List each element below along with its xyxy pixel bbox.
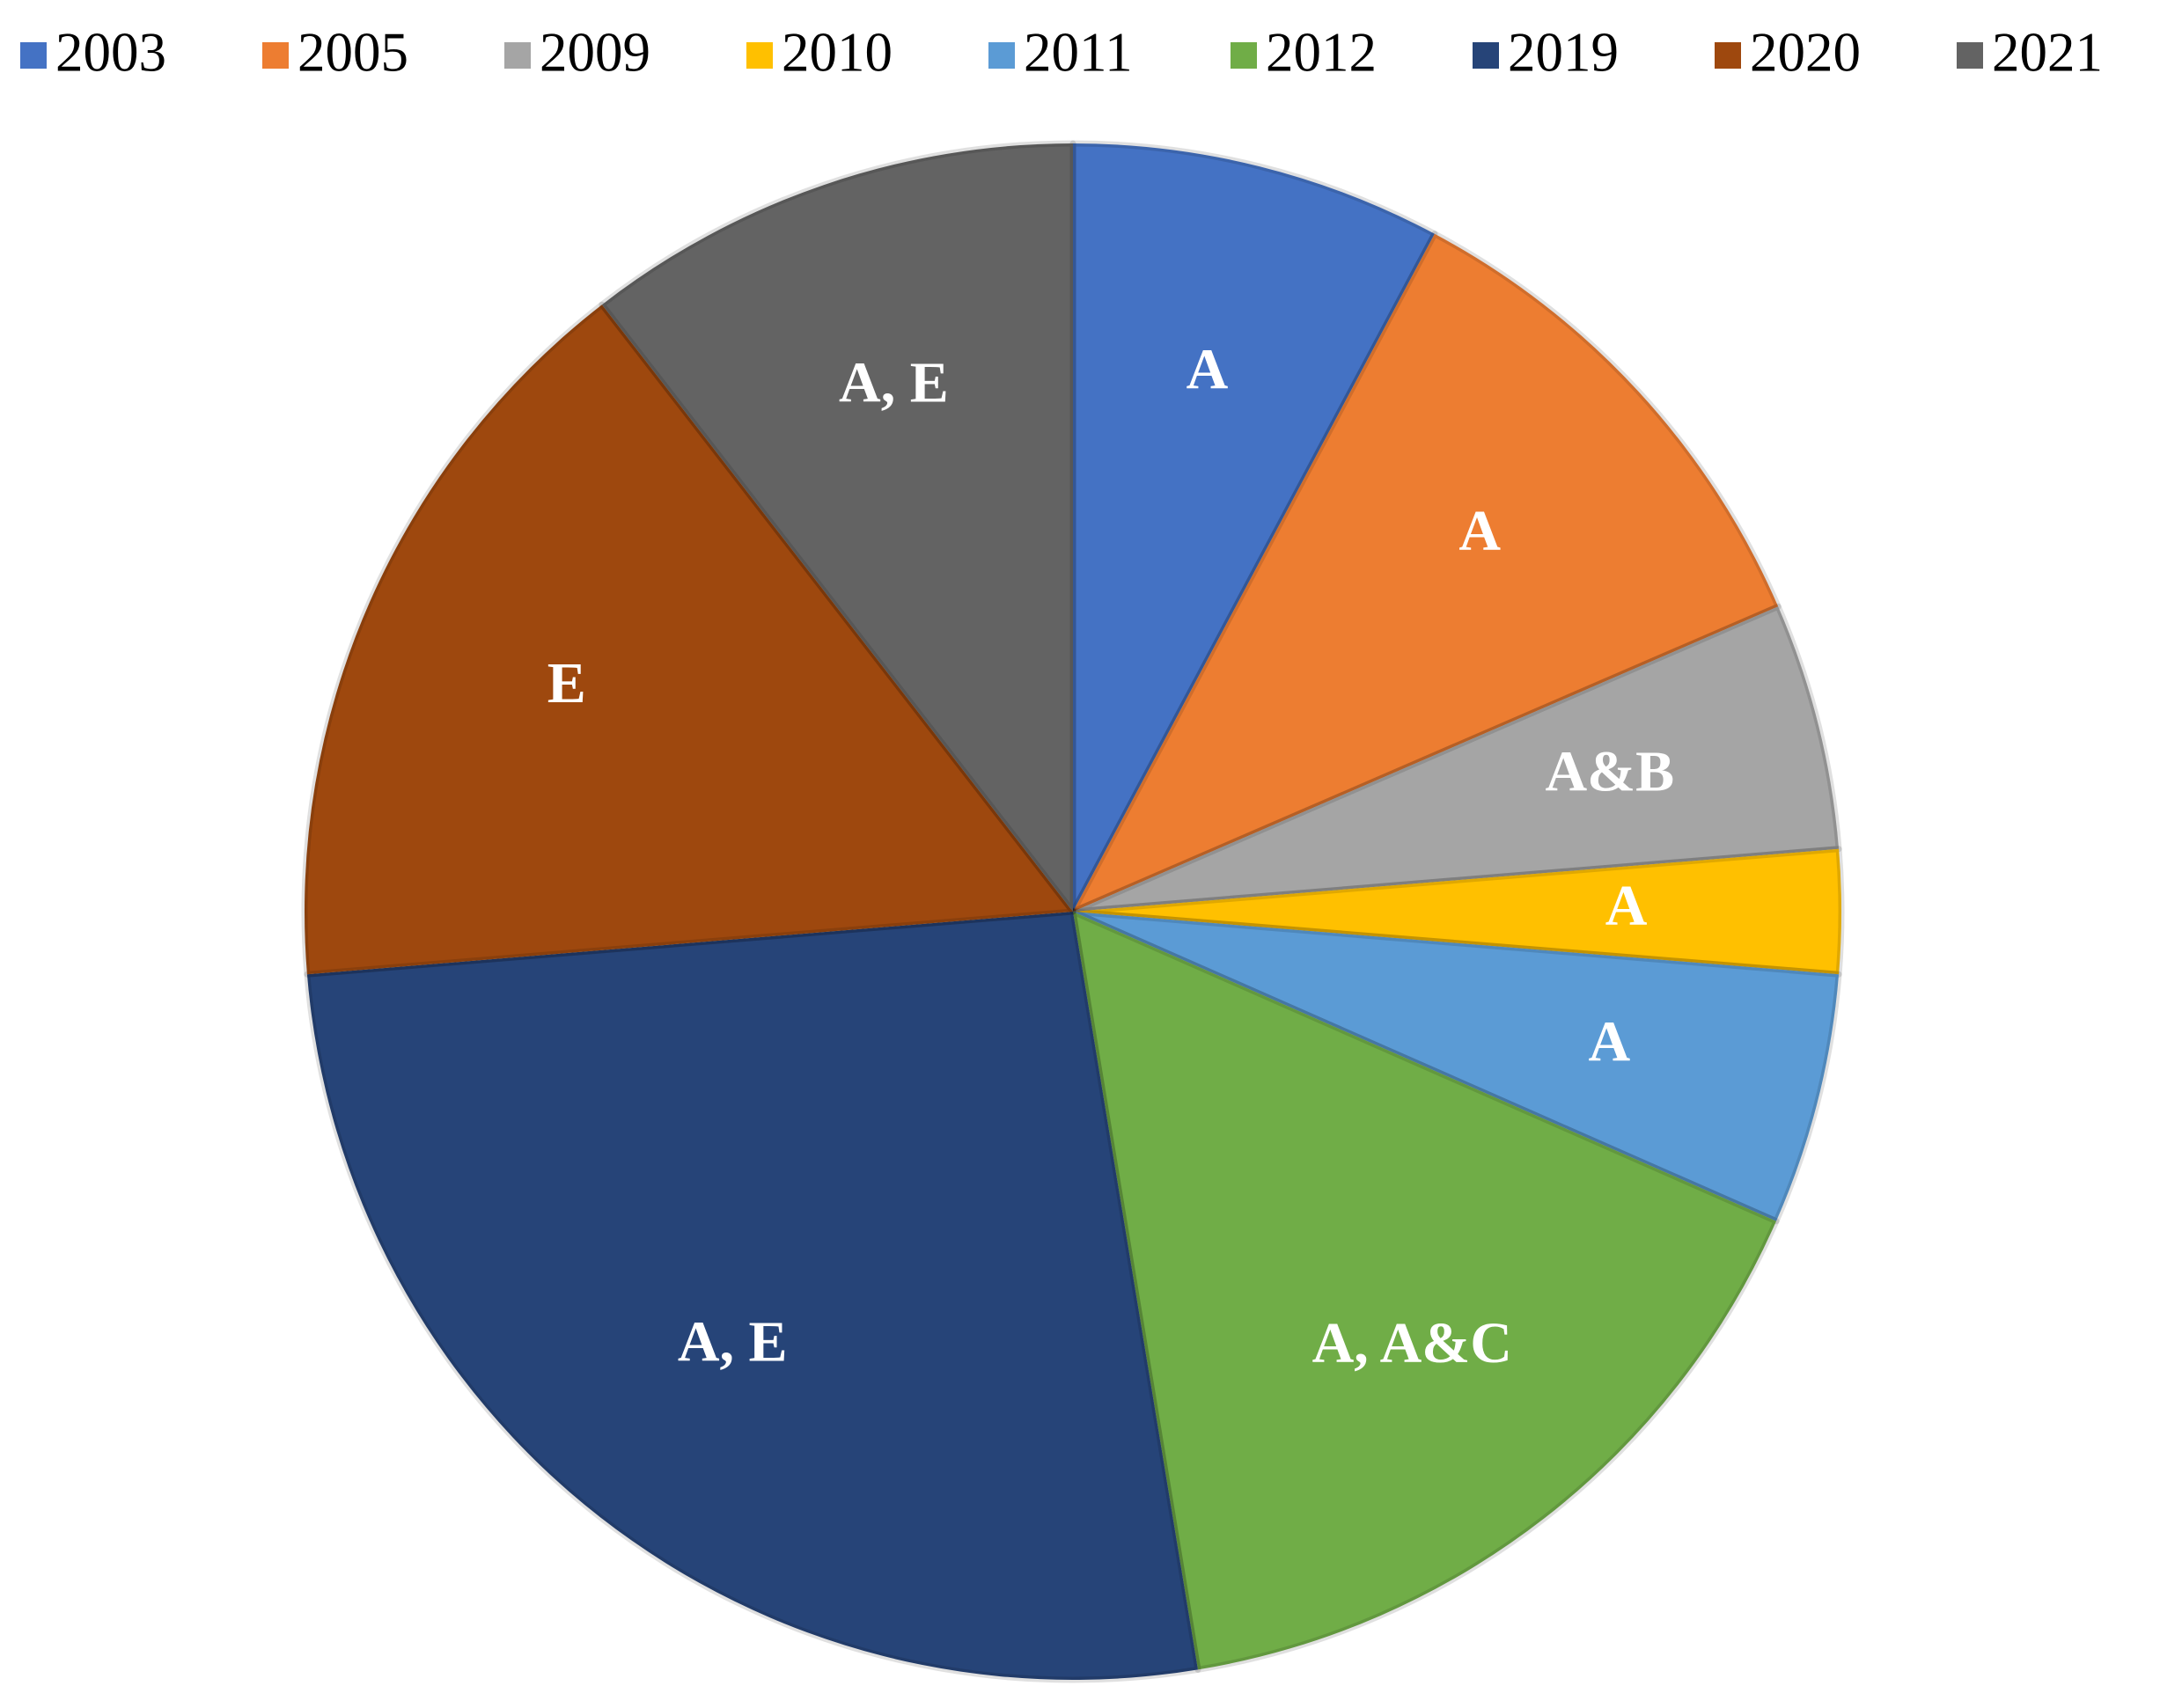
- slice-label: A: [1588, 1010, 1630, 1074]
- pie-slice: [304, 908, 1201, 1683]
- pie-slice: [1069, 603, 1842, 915]
- pie-slice: [1069, 908, 1842, 1225]
- pie-slice: [599, 140, 1076, 915]
- legend-swatch: [746, 42, 773, 69]
- slice-label: A: [1458, 499, 1501, 563]
- legend-label: 2012: [1266, 21, 1377, 83]
- slice-label: A: [1605, 874, 1648, 938]
- legend-label: 2009: [540, 21, 650, 83]
- pie-slice: [301, 301, 1076, 978]
- legend-label: 2005: [298, 21, 408, 83]
- slice-label: A, E: [678, 1310, 788, 1374]
- legend-label: 2020: [1750, 21, 1861, 83]
- legend-swatch: [262, 42, 289, 69]
- legend-swatch: [988, 42, 1015, 69]
- legend-label: 2010: [782, 21, 893, 83]
- pie-slice: [1069, 140, 1438, 915]
- slice-label: A: [1187, 337, 1229, 401]
- pie-slice: [1069, 846, 1845, 978]
- legend-swatch: [504, 42, 531, 69]
- legend-swatch: [1473, 42, 1499, 69]
- legend-label: 2011: [1024, 21, 1133, 83]
- legend-label: 2021: [1992, 21, 2103, 83]
- legend-swatch: [20, 42, 47, 69]
- slice-label: A, E: [839, 350, 949, 414]
- slice-label: A, A&C: [1312, 1311, 1512, 1375]
- pie-slice: [1069, 908, 1780, 1673]
- legend-label: 2003: [55, 21, 166, 83]
- pie-slice: [1069, 231, 1782, 915]
- legend-swatch: [1715, 42, 1741, 69]
- legend-swatch: [1231, 42, 1257, 69]
- legend-label: 2019: [1508, 21, 1619, 83]
- slice-label: E: [547, 651, 586, 715]
- slice-label: A&B: [1545, 740, 1674, 804]
- legend-swatch: [1957, 42, 1983, 69]
